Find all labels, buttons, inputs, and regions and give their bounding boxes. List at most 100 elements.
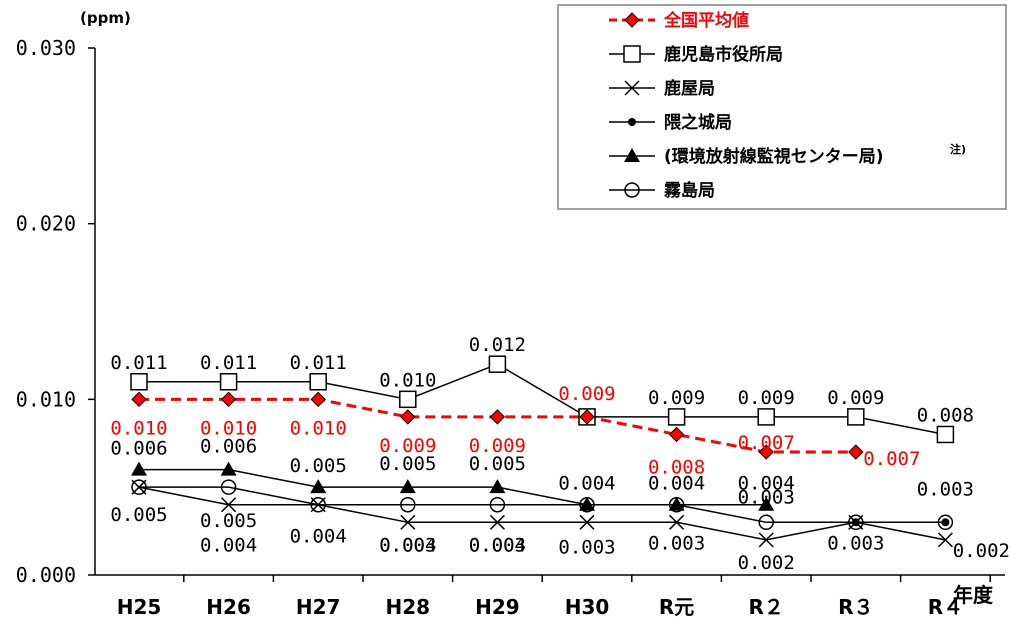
marker-circle bbox=[400, 496, 416, 513]
marker-x bbox=[669, 514, 685, 530]
x-tick-label: H30 bbox=[565, 595, 610, 619]
data-label: 0.012 bbox=[469, 334, 526, 356]
marker-circle bbox=[758, 514, 774, 531]
marker-x-stroke bbox=[624, 80, 640, 96]
marker-diamond bbox=[758, 444, 774, 460]
marker-x-stroke bbox=[310, 497, 326, 513]
marker-square bbox=[488, 355, 507, 373]
marker-x-stroke bbox=[489, 514, 505, 530]
marker-dot bbox=[672, 500, 681, 509]
axes: 0.000 0.010 0.020 0.030 H25 H26 H27 H28 H29 H30 R元… bbox=[16, 9, 1005, 619]
marker-x bbox=[221, 497, 237, 513]
marker-dot bbox=[941, 518, 950, 527]
marker-square bbox=[667, 408, 686, 426]
data-label: 0.009 bbox=[558, 383, 615, 405]
marker-triangle bbox=[310, 479, 327, 494]
marker-circle bbox=[937, 514, 954, 531]
data-label: 0.005 bbox=[200, 510, 257, 532]
marker-diamond bbox=[310, 391, 326, 408]
data-label: 0.004 bbox=[648, 473, 705, 495]
series-line-1 bbox=[139, 363, 946, 436]
legend-note: 注) bbox=[950, 142, 966, 156]
marker-circle bbox=[489, 496, 506, 513]
marker-x bbox=[848, 514, 864, 530]
data-label: 0.005 bbox=[469, 453, 526, 475]
marker-square bbox=[309, 373, 327, 391]
x-tick-label: R４ bbox=[928, 595, 963, 619]
data-label: 0.007 bbox=[863, 448, 920, 470]
data-label: 0.010 bbox=[290, 417, 347, 439]
data-label: 0.002 bbox=[953, 540, 1010, 562]
marker-x-stroke bbox=[848, 514, 864, 530]
marker-x bbox=[310, 497, 326, 513]
legend-box bbox=[557, 4, 1007, 210]
data-label: 0.006 bbox=[110, 438, 167, 460]
y-tick-label: 0.030 bbox=[16, 36, 76, 60]
data-label: 0.011 bbox=[200, 352, 257, 374]
marker-x-stroke bbox=[221, 497, 237, 513]
marker-diamond bbox=[624, 12, 640, 28]
marker-triangle bbox=[220, 461, 237, 476]
y-axis-unit-label: (ppm) bbox=[80, 9, 131, 27]
marker-x bbox=[400, 514, 416, 530]
data-label: 0.009 bbox=[827, 387, 884, 409]
marker-square bbox=[757, 408, 775, 426]
series-line-5 bbox=[139, 486, 946, 524]
marker-dot bbox=[583, 500, 591, 509]
data-label: 0.003 bbox=[917, 478, 974, 500]
data-label: 0.009 bbox=[469, 435, 526, 457]
marker-x bbox=[579, 514, 595, 530]
x-tick-label: R３ bbox=[838, 595, 873, 619]
data-label: 0.004 bbox=[379, 535, 436, 557]
x-tick-label: H27 bbox=[296, 595, 341, 619]
y-tick-label: 0.010 bbox=[16, 387, 76, 411]
marker-triangle bbox=[399, 479, 416, 494]
marker-x bbox=[758, 532, 774, 548]
marker-x-stroke bbox=[579, 514, 595, 530]
legend-label: 鹿児島市役所局 bbox=[664, 44, 783, 65]
marker-x-stroke bbox=[758, 532, 774, 548]
data-label: 0.010 bbox=[110, 417, 167, 439]
data-label: 0.004 bbox=[290, 526, 347, 548]
marker-x-stroke bbox=[937, 532, 953, 548]
data-label: 0.005 bbox=[379, 453, 436, 475]
y-tick-label: 0.020 bbox=[16, 212, 76, 236]
data-label: 0.003 bbox=[379, 534, 436, 556]
marker-diamond bbox=[220, 391, 237, 408]
data-label: 0.010 bbox=[200, 417, 257, 439]
legend-label: 全国平均値 bbox=[663, 10, 749, 31]
data-label: 0.005 bbox=[110, 504, 167, 526]
legend-label: (環境放射線監視センター局) bbox=[664, 146, 884, 167]
marker-circle bbox=[624, 182, 640, 198]
x-tick-label: H28 bbox=[386, 595, 431, 619]
marker-x bbox=[937, 532, 953, 548]
marker-diamond bbox=[489, 409, 506, 425]
marker-square bbox=[623, 45, 641, 63]
series-lines bbox=[138, 363, 946, 541]
data-label: 0.008 bbox=[648, 456, 705, 478]
data-label: 0.006 bbox=[200, 436, 257, 458]
marker-x bbox=[489, 514, 505, 530]
data-label: 0.005 bbox=[290, 455, 347, 477]
marker-x-stroke bbox=[669, 514, 685, 530]
series-line-2 bbox=[138, 486, 946, 541]
marker-x-stroke bbox=[400, 514, 416, 530]
marker-diamond bbox=[131, 391, 147, 408]
marker-triangle bbox=[624, 148, 640, 162]
data-labels: 0.010 0.010 0.010 0.009 0.009 0.009 0.008 0.007… bbox=[110, 334, 1010, 574]
marker-diamond bbox=[400, 409, 416, 425]
marker-square bbox=[219, 373, 238, 391]
data-label: 0.004 bbox=[558, 473, 615, 495]
marker-dot bbox=[628, 118, 636, 126]
legend-label: 隈之城局 bbox=[664, 112, 732, 133]
x-axis-unit-label: 年度 bbox=[953, 583, 994, 607]
marker-diamond bbox=[579, 409, 595, 425]
data-label: 0.004 bbox=[738, 473, 795, 495]
data-label: 0.003 bbox=[738, 486, 795, 508]
marker-triangle bbox=[758, 496, 775, 511]
data-label: 0.004 bbox=[200, 535, 257, 557]
marker-circle bbox=[310, 496, 326, 513]
data-label: 0.009 bbox=[379, 435, 436, 457]
legend-label: 霧島局 bbox=[664, 180, 715, 201]
